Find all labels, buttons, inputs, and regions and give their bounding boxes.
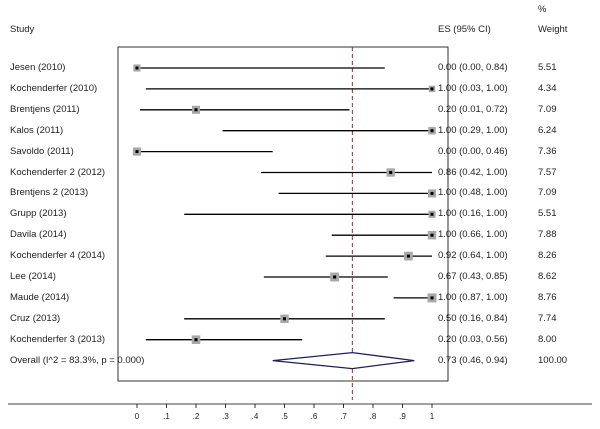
study-point-estimate: [333, 275, 337, 279]
study-label: Jesen (2010): [10, 62, 66, 73]
study-point-estimate: [283, 317, 286, 321]
x-tick-label: 0: [135, 412, 140, 421]
study-label: Davila (2014): [10, 229, 67, 241]
study-point-estimate: [194, 108, 198, 112]
overall-weight: 100.00: [538, 354, 568, 366]
study-es-ci: 1.00 (0.16, 1.00): [438, 208, 508, 220]
study-weight: 7.74: [538, 312, 557, 324]
x-tick-label: 1: [430, 412, 435, 421]
study-es-ci: 1.00 (0.66, 1.00): [438, 229, 508, 241]
study-point-estimate: [389, 171, 393, 174]
study-label: Cruz (2013): [10, 312, 61, 324]
study-point-estimate: [406, 254, 410, 258]
weight-column-header: Weight: [538, 24, 568, 35]
study-es-ci: 1.00 (0.87, 1.00): [438, 291, 508, 303]
x-tick-label: .2: [193, 412, 200, 421]
study-label: Brentjens 2 (2013): [10, 187, 89, 199]
study-weight: 8.62: [538, 271, 557, 282]
study-weight: 8.00: [538, 333, 557, 345]
study-weight: 7.09: [538, 187, 557, 199]
study-column-header: Study: [10, 24, 35, 35]
study-es-ci: 0.67 (0.43, 0.85): [438, 271, 508, 282]
study-label: Kochenderfer 4 (2014): [10, 250, 106, 262]
study-es-ci: 0.50 (0.16, 0.84): [438, 312, 508, 324]
study-weight: 6.24: [538, 124, 557, 136]
study-label: Lee (2014): [10, 271, 56, 282]
study-point-estimate: [430, 212, 434, 216]
study-point-estimate: [135, 66, 139, 70]
study-point-estimate: [430, 191, 434, 195]
study-point-estimate: [430, 129, 434, 133]
es-column-header: ES (95% CI): [438, 24, 491, 35]
study-es-ci: 0.20 (0.03, 0.56): [438, 333, 508, 345]
study-label: Kochenderfer (2010): [10, 82, 98, 94]
study-label: Brentjens (2011): [10, 103, 80, 115]
study-label: Kalos (2011): [10, 124, 64, 136]
x-tick-label: .4: [252, 412, 259, 421]
study-point-estimate: [135, 150, 139, 154]
study-es-ci: 0.20 (0.01, 0.72): [438, 103, 508, 115]
study-es-ci: 0.00 (0.00, 0.84): [438, 62, 508, 73]
study-weight: 4.34: [538, 82, 557, 94]
study-es-ci: 0.86 (0.42, 1.00): [438, 166, 508, 178]
plot-frame: [117, 46, 449, 382]
study-weight: 7.09: [538, 103, 557, 115]
study-es-ci: 1.00 (0.29, 1.00): [438, 124, 508, 136]
study-weight: 5.51: [538, 208, 557, 220]
study-weight: 5.51: [538, 62, 557, 73]
x-tick-label: .1: [163, 412, 170, 421]
study-weight: 7.57: [538, 166, 557, 178]
x-tick-label: .6: [311, 412, 318, 421]
x-tick-label: .7: [340, 412, 347, 421]
study-label: Kochenderfer 2 (2012): [10, 166, 106, 178]
overall-diamond: [272, 351, 415, 370]
study-weight: 8.26: [538, 250, 557, 262]
study-label: Kochenderfer 3 (2013): [10, 333, 106, 345]
study-es-ci: 0.92 (0.64, 1.00): [438, 250, 508, 262]
study-weight: 7.88: [538, 229, 557, 241]
study-weight: 7.36: [538, 145, 557, 157]
study-point-estimate: [430, 87, 434, 91]
weight-percent-header: %: [538, 4, 547, 15]
study-es-ci: 1.00 (0.03, 1.00): [438, 82, 508, 94]
x-tick-label: .3: [222, 412, 229, 421]
x-tick-label: .8: [370, 412, 377, 421]
study-label: Maude (2014): [10, 291, 70, 303]
x-tick-label: .9: [399, 412, 406, 421]
study-es-ci: 1.00 (0.48, 1.00): [438, 187, 508, 199]
study-point-estimate: [194, 338, 198, 342]
study-point-estimate: [430, 296, 434, 300]
study-label: Grupp (2013): [10, 208, 67, 220]
study-label: Savoldo (2011): [10, 145, 74, 157]
overall-label: Overall (I^2 = 83.3%, p = 0.000): [10, 354, 145, 366]
study-point-estimate: [430, 233, 434, 237]
study-weight: 8.76: [538, 291, 557, 303]
x-tick-label: .5: [281, 412, 288, 421]
study-es-ci: 0.00 (0.00, 0.46): [438, 145, 508, 157]
overall-es-ci: 0.73 (0.46, 0.94): [438, 354, 508, 366]
